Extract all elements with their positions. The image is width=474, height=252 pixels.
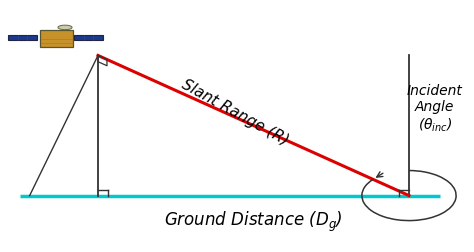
Bar: [74, 36, 103, 41]
Ellipse shape: [58, 26, 72, 30]
Text: Slant Range (R): Slant Range (R): [179, 77, 291, 148]
FancyBboxPatch shape: [40, 30, 73, 48]
Text: Incident
Angle
($\theta_{inc}$): Incident Angle ($\theta_{inc}$): [407, 84, 463, 134]
Bar: [9, 36, 36, 41]
Text: Ground Distance ($D_g$): Ground Distance ($D_g$): [164, 209, 343, 233]
